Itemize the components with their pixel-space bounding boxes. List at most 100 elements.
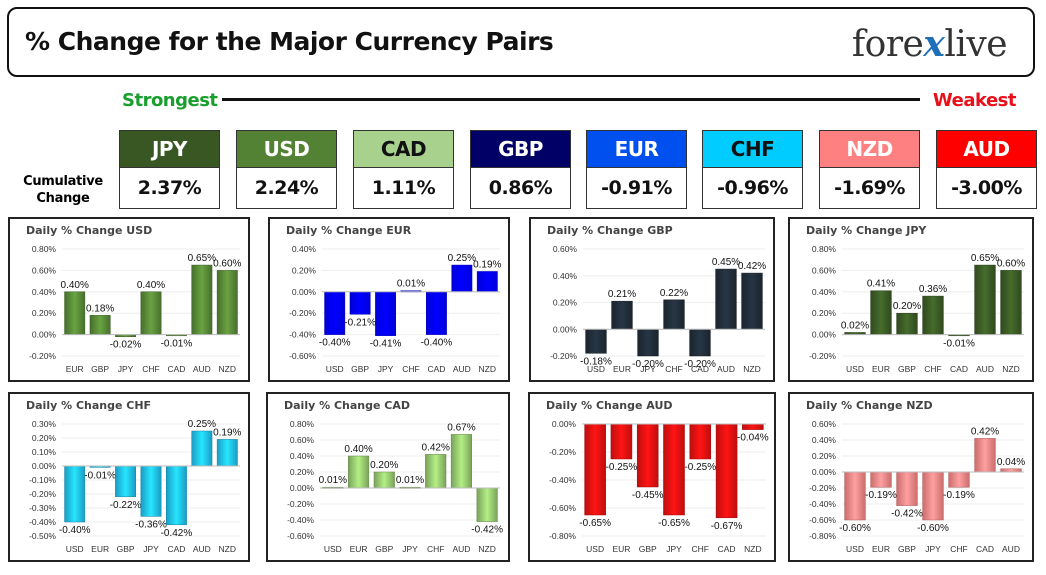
data-label: -0.42% xyxy=(161,528,193,539)
y-tick-label: -0.30% xyxy=(29,503,56,513)
bar-chf xyxy=(689,423,712,460)
tile-nzd: NZD -1.69% xyxy=(819,130,920,210)
x-tick-label: CAD xyxy=(167,544,185,554)
data-label: -0.22% xyxy=(110,500,142,511)
cumulative-change-label: Cumulative Change xyxy=(18,173,108,207)
bar-aud xyxy=(450,434,472,489)
x-tick-label: GBP xyxy=(898,364,916,374)
x-tick-label: GBP xyxy=(91,364,109,374)
bar-cad xyxy=(715,423,738,519)
tile-currency: CHF xyxy=(702,130,803,168)
data-label: -0.67% xyxy=(711,521,743,532)
y-tick-label: 0.30% xyxy=(32,419,57,429)
bar-jpy xyxy=(663,423,685,516)
y-tick-label: 0.20% xyxy=(812,308,837,318)
y-tick-label: 0.80% xyxy=(32,244,57,254)
x-tick-label: JPY xyxy=(378,364,394,374)
chart-panel-aud: Daily % Change AUD -0.80% -0.60% -0.40% -0.2… xyxy=(528,392,776,562)
x-tick-label: EUR xyxy=(613,364,631,374)
chart-title: Daily % Change USD xyxy=(26,224,152,237)
data-label: -0.42% xyxy=(891,509,923,520)
tile-value: -0.96% xyxy=(702,168,803,209)
x-tick-label: NZD xyxy=(743,364,760,374)
y-tick-label: -0.20% xyxy=(29,351,56,361)
bar-usd xyxy=(584,423,606,516)
bar-gbp xyxy=(373,471,395,489)
bar-gbp xyxy=(896,471,918,506)
x-tick-label: EUR xyxy=(872,364,890,374)
data-label: -0.36% xyxy=(135,519,167,530)
data-label: 0.42% xyxy=(422,442,450,453)
y-tick-label: 0.60% xyxy=(32,265,57,275)
chart-panel-eur: Daily % Change EUR -0.60% -0.40% -0.20% 0.00… xyxy=(268,217,510,382)
page-title: % Change for the Major Currency Pairs xyxy=(25,27,554,56)
bar-eur xyxy=(870,471,892,488)
data-label: -0.65% xyxy=(579,518,611,529)
bar-cad xyxy=(974,438,996,473)
cumulative-label-line2: Change xyxy=(36,191,90,206)
x-tick-label: CAD xyxy=(167,364,185,374)
data-label: 0.19% xyxy=(213,427,241,438)
x-tick-label: CHF xyxy=(924,364,941,374)
data-label: -0.60% xyxy=(839,523,871,534)
data-label: -0.18% xyxy=(580,356,612,367)
logo-text-right: live xyxy=(944,24,1007,65)
data-label: -0.65% xyxy=(658,518,690,529)
cumulative-label-line1: Cumulative xyxy=(23,174,103,189)
data-label: 0.22% xyxy=(660,288,688,299)
x-tick-label: NZD xyxy=(219,364,236,374)
bar-eur xyxy=(610,423,633,460)
data-label: -0.01% xyxy=(943,339,975,350)
y-tick-label: 0.20% xyxy=(32,308,57,318)
x-tick-label: NZD xyxy=(479,364,496,374)
x-tick-label: GBP xyxy=(351,364,369,374)
y-tick-label: -0.20% xyxy=(550,351,577,361)
bar-eur xyxy=(611,300,633,330)
chart-panel-nzd: Daily % Change NZD -0.80% -0.60% -0.40% -0.2… xyxy=(788,392,1034,562)
data-label: 0.19% xyxy=(473,259,501,270)
tile-currency: EUR xyxy=(586,130,687,168)
chart-nzd: Daily % Change NZD-0.80%-0.60%-0.40%-0.2… xyxy=(806,399,1025,554)
forexlive-logo[interactable]: forexlive xyxy=(851,23,1008,65)
bar-nzd xyxy=(476,487,498,522)
y-tick-label: 0.40% xyxy=(292,244,317,254)
data-label: -0.45% xyxy=(632,490,664,501)
tile-value: -1.69% xyxy=(819,168,920,209)
y-tick-label: 0.60% xyxy=(290,435,315,445)
x-tick-label: NZD xyxy=(478,544,495,554)
x-tick-label: JPY xyxy=(118,364,134,374)
data-label: 0.65% xyxy=(971,253,999,264)
x-tick-label: CAD xyxy=(976,544,994,554)
y-tick-label: -0.20% xyxy=(809,351,836,361)
x-tick-label: EUR xyxy=(350,544,368,554)
data-label: -0.41% xyxy=(370,339,402,350)
data-label: -0.60% xyxy=(917,523,949,534)
data-label: -0.01% xyxy=(161,339,193,350)
x-tick-label: CHF xyxy=(427,544,444,554)
x-tick-label: CAD xyxy=(691,364,709,374)
bar-aud xyxy=(191,264,213,335)
x-tick-label: NZD xyxy=(1002,364,1019,374)
bar-cad xyxy=(166,465,187,526)
tile-value: -3.00% xyxy=(936,168,1037,209)
y-tick-label: 0.20% xyxy=(290,467,315,477)
data-label: -0.40% xyxy=(421,338,453,349)
data-label: -0.04% xyxy=(737,433,769,444)
data-label: -0.21% xyxy=(344,317,376,328)
chart-chf: Daily % Change CHF-0.50%-0.40%-0.30%-0.2… xyxy=(26,399,242,554)
y-tick-label: 0.40% xyxy=(553,271,578,281)
data-label: -0.02% xyxy=(110,340,142,351)
logo-text-left: fore xyxy=(851,24,924,65)
data-label: 0.25% xyxy=(188,419,216,430)
x-tick-label: GBP xyxy=(117,544,135,554)
tile-currency: AUD xyxy=(936,130,1037,168)
y-tick-label: -0.10% xyxy=(29,475,56,485)
weakest-label: Weakest xyxy=(932,90,1017,111)
data-label: 0.40% xyxy=(61,280,89,291)
y-tick-label: 0.60% xyxy=(812,265,837,275)
chart-title: Daily % Change JPY xyxy=(806,224,927,237)
tile-aud: AUD -3.00% xyxy=(936,130,1037,210)
tile-currency: CAD xyxy=(353,130,454,168)
data-label: 0.25% xyxy=(448,253,476,264)
chart-title: Daily % Change NZD xyxy=(806,399,933,412)
